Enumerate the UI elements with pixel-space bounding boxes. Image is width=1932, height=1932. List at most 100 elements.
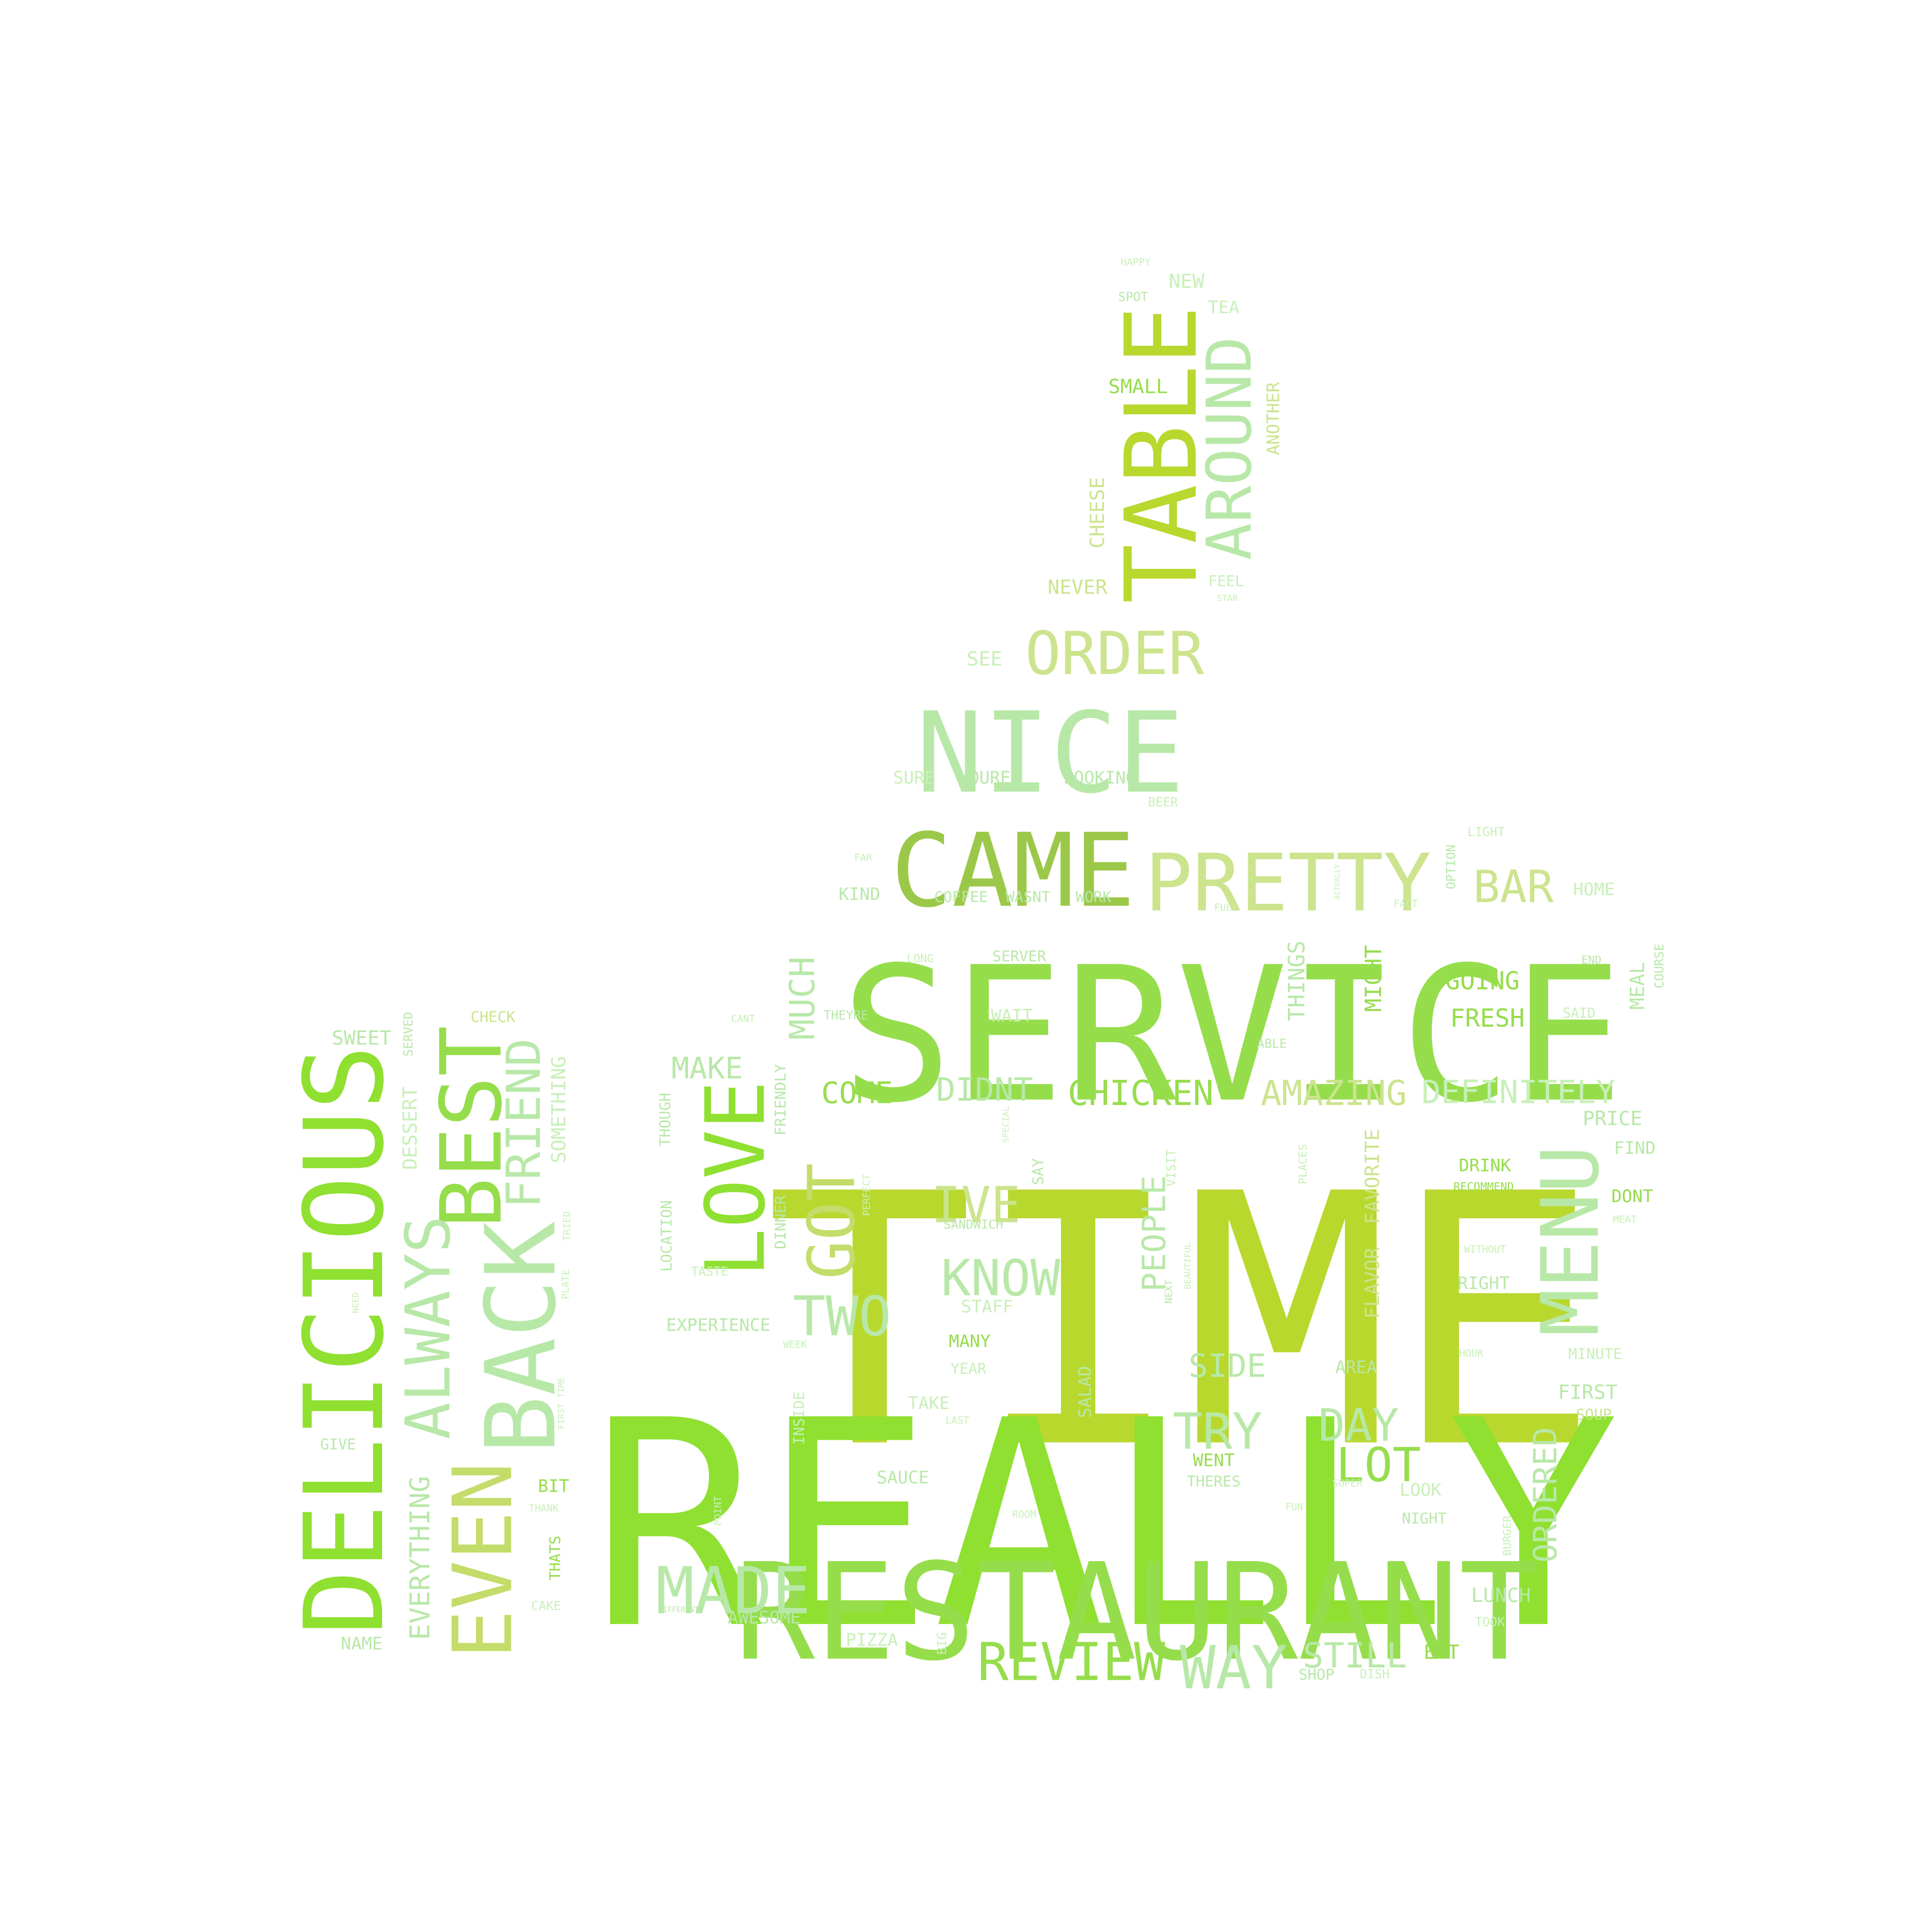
word-feel: FEEL — [1208, 572, 1244, 590]
word-coffee: COFFEE — [934, 888, 988, 905]
word-week: WEEK — [783, 1340, 807, 1351]
word-dish: DISH — [1360, 1667, 1390, 1681]
word-different: DIFFERENT — [658, 1606, 699, 1614]
word-way: WAY — [1180, 1634, 1287, 1703]
word-find: FIND — [1614, 1138, 1656, 1158]
word-bit: BIT — [538, 1476, 569, 1496]
word-point: POINT — [713, 1496, 724, 1526]
word-right: RIGHT — [1458, 1273, 1510, 1293]
word-visit: VISIT — [1165, 1149, 1179, 1187]
word-say: SAY — [1029, 1158, 1046, 1185]
word-beautiful: BEAUTIFUL — [1183, 1242, 1193, 1290]
word-star: STAR — [1217, 593, 1238, 603]
word-salad: SALAD — [1075, 1366, 1095, 1418]
word-dessert: DESSERT — [398, 1087, 421, 1170]
word-check: CHECK — [471, 1008, 516, 1026]
word-cheese: CHEESE — [1086, 477, 1109, 548]
word-favorite: FAVORITE — [1360, 1129, 1384, 1224]
word-without: WITHOUT — [1464, 1244, 1506, 1255]
word-sure: SURE — [893, 767, 935, 788]
word-awesome: AWESOME — [728, 1607, 801, 1628]
word-might: MIGHT — [1360, 945, 1387, 1012]
word-day: DAY — [1318, 1400, 1399, 1452]
word-long: LONG — [907, 952, 934, 965]
word-meat: MEAT — [1613, 1214, 1637, 1226]
word-love: LOVE — [688, 1081, 783, 1278]
word-next: NEXT — [1163, 1280, 1175, 1304]
word-spot: SPOT — [1118, 290, 1148, 304]
word-best: BEST — [423, 1026, 521, 1228]
word-said: SAID — [1563, 1005, 1596, 1021]
word-something: SOMETHING — [547, 1056, 570, 1163]
word-lot: LOT — [1336, 1438, 1421, 1492]
word-even: EVEN — [436, 1462, 531, 1659]
word-ordered: ORDERED — [1527, 1427, 1564, 1563]
word-tea: TEA — [1208, 297, 1239, 317]
word-room: ROOM — [1012, 1509, 1036, 1520]
word-still: STILL — [1302, 1636, 1407, 1676]
word-friendly: FRIENDLY — [771, 1064, 789, 1136]
word-many: MANY — [949, 1331, 991, 1351]
word-big: BIG — [935, 1632, 949, 1655]
word-hour: HOUR — [1459, 1348, 1483, 1359]
word-try: TRY — [1173, 1403, 1262, 1461]
word-home: HOME — [1573, 879, 1615, 899]
word-area: AREA — [1335, 1357, 1377, 1378]
word-recommend: RECOMMEND — [1453, 1180, 1514, 1193]
word-actually: ACTUALLY — [1333, 863, 1342, 899]
word-sweet: SWEET — [332, 1026, 391, 1049]
word-full: FULL — [1214, 902, 1238, 913]
word-never: NEVER — [1048, 575, 1108, 598]
word-come: COME — [821, 1077, 892, 1111]
word-made: MADE — [656, 1554, 811, 1629]
word-nice: NICE — [916, 688, 1184, 818]
word-thats: THATS — [546, 1535, 564, 1580]
word-take: TAKE — [908, 1393, 950, 1414]
word-super: SUPER — [1333, 1478, 1363, 1489]
word-fresh: FRESH — [1450, 1004, 1525, 1033]
word-though: THOUGH — [656, 1093, 674, 1146]
word-fun: FUN — [1285, 1502, 1303, 1513]
word-last: LAST — [946, 1415, 970, 1426]
word-people: PEOPLE — [1136, 1175, 1173, 1292]
word-small: SMALL — [1108, 375, 1168, 398]
word-flavor: FLAVOR — [1360, 1247, 1384, 1319]
word-delicious: DELICIOUS — [281, 1045, 408, 1635]
word-wait: WAIT — [991, 1005, 1033, 1026]
word-review: REVIEW — [977, 1631, 1166, 1692]
word-two: TWO — [793, 1285, 891, 1348]
word-lunch: LUNCH — [1471, 1584, 1531, 1607]
word-give: GIVE — [320, 1435, 356, 1453]
word-much: MUCH — [782, 956, 823, 1040]
word-special: SPECIAL — [1000, 1106, 1011, 1143]
word-got: GOT — [795, 1163, 869, 1279]
word-another: ANOTHER — [1263, 382, 1283, 455]
word-theres: THERES — [1187, 1473, 1240, 1490]
word-look: LOOK — [1400, 1480, 1441, 1500]
word-looking: LOOKING — [1063, 767, 1136, 788]
word-name: NAME — [341, 1633, 383, 1653]
word-see: SEE — [967, 647, 1002, 670]
word-dinner: DINNER — [771, 1195, 789, 1249]
word-plate: PLATE — [560, 1269, 572, 1299]
word-didnt: DIDNT — [936, 1071, 1033, 1109]
word-work: WORK — [1075, 888, 1111, 905]
word-time: TIME — [765, 1121, 1600, 1525]
word-staff: STAFF — [961, 1297, 1013, 1317]
word-burger: BURGER — [1501, 1515, 1514, 1556]
word-order: ORDER — [1025, 619, 1204, 689]
word-make: MAKE — [671, 1052, 743, 1086]
word-kind: KIND — [839, 884, 881, 904]
word-sauce: SAUCE — [877, 1467, 929, 1488]
word-soup: SOUP — [1576, 1406, 1612, 1423]
word-things: THINGS — [1284, 941, 1310, 1021]
word-server: SERVER — [992, 947, 1046, 965]
word-friend: FRIEND — [496, 1038, 551, 1209]
word-minute: MINUTE — [1568, 1345, 1622, 1363]
word-took: TOOK — [1475, 1615, 1505, 1629]
word-meal: MEAL — [1626, 962, 1649, 1009]
word-pretty: PRETTY — [1145, 837, 1431, 929]
